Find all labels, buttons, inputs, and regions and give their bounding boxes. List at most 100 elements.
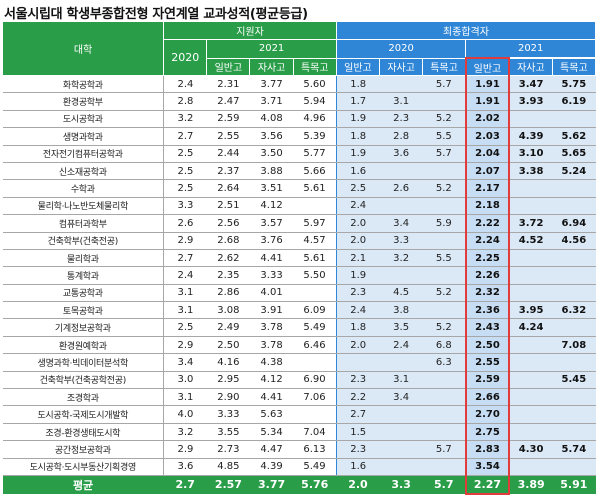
average-label: 평균 bbox=[2, 474, 164, 494]
grade-cell: 6.90 bbox=[293, 371, 337, 390]
grade-cell: 4.12 bbox=[249, 197, 294, 216]
grade-cell: 2.43 bbox=[464, 318, 511, 337]
grade-cell: 2.36 bbox=[464, 301, 511, 320]
grade-cell bbox=[379, 266, 423, 285]
grade-cell: 2.4 bbox=[336, 301, 380, 320]
grade-cell: 4.41 bbox=[249, 249, 294, 268]
grade-cell: 3.4 bbox=[379, 214, 423, 233]
grade-cell: 5.34 bbox=[249, 423, 294, 442]
grade-cell: 1.8 bbox=[336, 75, 380, 94]
department-name: 생명과학과 bbox=[2, 127, 165, 146]
grade-cell: 7.04 bbox=[293, 423, 337, 442]
grade-cell: 1.91 bbox=[464, 92, 511, 111]
grade-cell bbox=[336, 353, 380, 372]
grade-cell: 1.9 bbox=[336, 110, 380, 129]
table-row: 환경공학부 2.8 2.47 3.71 5.94 1.7 3.1 1.91 3.93 6.19 bbox=[2, 92, 596, 111]
grade-cell: 2.7 bbox=[336, 405, 380, 424]
grade-cell bbox=[293, 197, 337, 216]
grade-cell: 5.2 bbox=[422, 110, 466, 129]
department-name: 화학공학과 bbox=[2, 75, 165, 94]
grade-cell: 2.0 bbox=[336, 232, 380, 250]
grade-cell: 4.30 bbox=[509, 440, 553, 459]
grade-cell: 2.4 bbox=[163, 75, 207, 94]
grade-cell: 4.39 bbox=[249, 458, 294, 476]
finalists-2020-autonomous-header: 자사고 bbox=[379, 57, 424, 76]
table-row: 토목공학과 3.1 3.08 3.91 6.09 2.4 3.8 2.36 3.95 6.32 bbox=[2, 301, 596, 320]
table-row: 화학공학과 2.4 2.31 3.77 5.60 1.8 5.7 1.91 3.47 5.75 bbox=[2, 75, 596, 94]
grade-cell: 5.66 bbox=[293, 162, 337, 181]
grade-cell: 2.73 bbox=[206, 440, 250, 459]
table-row: 물리학과 2.7 2.62 4.41 5.61 2.1 3.2 5.5 2.25 bbox=[2, 249, 596, 268]
applicants-2021-special-header: 특목고 bbox=[292, 57, 337, 76]
grade-cell: 4.41 bbox=[249, 388, 294, 407]
grade-cell: 2.59 bbox=[206, 110, 250, 129]
grade-cell bbox=[379, 197, 423, 216]
grade-cell: 2.90 bbox=[206, 388, 250, 407]
grade-cell: 1.91 bbox=[464, 75, 511, 94]
average-cell: 3.89 bbox=[509, 474, 553, 494]
grade-cell bbox=[509, 423, 553, 442]
grade-cell: 5.75 bbox=[552, 75, 596, 94]
grades-table: 대학 지원자 최종합격자 2020 2021 2020 2021 일반고 자사고… bbox=[1, 21, 597, 495]
average-cell: 2.27 bbox=[464, 474, 511, 495]
grade-cell: 5.2 bbox=[422, 179, 466, 198]
grade-cell bbox=[509, 110, 553, 129]
grade-cell: 3.50 bbox=[249, 145, 294, 163]
average-row: 평균 2.7 2.57 3.77 5.76 2.0 3.3 5.7 2.27 3… bbox=[2, 474, 596, 495]
grade-cell: 3.6 bbox=[163, 458, 207, 476]
grade-cell bbox=[509, 388, 553, 407]
grade-cell: 1.6 bbox=[336, 162, 380, 181]
grade-cell bbox=[422, 197, 466, 216]
table-row: 도시공학-국제도시개발학 4.0 3.33 5.63 2.7 2.70 bbox=[2, 405, 596, 424]
grade-cell: 5.61 bbox=[293, 249, 337, 268]
grade-cell: 5.9 bbox=[422, 214, 466, 233]
grade-cell: 2.3 bbox=[336, 284, 380, 303]
table-row: 수학과 2.5 2.64 3.51 5.61 2.5 2.6 5.2 2.17 bbox=[2, 179, 596, 198]
average-cell: 2.57 bbox=[206, 474, 250, 494]
grade-cell: 2.51 bbox=[206, 197, 250, 216]
grade-cell: 5.7 bbox=[422, 75, 466, 94]
grade-cell: 3.51 bbox=[249, 179, 294, 198]
grade-cell bbox=[422, 301, 466, 320]
applicants-2021-header: 2021 bbox=[206, 39, 337, 59]
grade-cell bbox=[552, 458, 596, 476]
grade-cell: 3.1 bbox=[379, 371, 423, 390]
grade-cell: 2.2 bbox=[336, 388, 380, 407]
grade-cell: 2.4 bbox=[336, 197, 380, 216]
grade-cell: 3.1 bbox=[163, 284, 207, 303]
grade-cell: 2.55 bbox=[464, 353, 511, 372]
grade-cell: 4.0 bbox=[163, 405, 207, 424]
grade-cell: 7.06 bbox=[293, 388, 337, 407]
grade-cell: 2.59 bbox=[464, 371, 511, 390]
grade-cell: 2.8 bbox=[379, 127, 423, 146]
grade-cell bbox=[509, 249, 553, 268]
grade-cell: 2.8 bbox=[163, 92, 207, 111]
grade-cell: 5.63 bbox=[249, 405, 294, 424]
grade-cell: 4.57 bbox=[293, 232, 337, 250]
grade-cell: 2.75 bbox=[464, 423, 511, 442]
grade-cell: 2.5 bbox=[163, 145, 207, 163]
grade-cell: 2.0 bbox=[336, 336, 380, 355]
grade-cell: 2.9 bbox=[163, 440, 207, 459]
grade-cell: 2.95 bbox=[206, 371, 250, 390]
grade-cell bbox=[422, 458, 466, 476]
department-name: 도시공학·도시부동산기획경영 bbox=[2, 458, 165, 476]
grade-cell: 3.3 bbox=[379, 232, 423, 250]
grade-cell: 2.26 bbox=[464, 266, 511, 285]
grade-cell: 2.0 bbox=[336, 214, 380, 233]
grade-cell: 6.19 bbox=[552, 92, 596, 111]
average-cell: 3.77 bbox=[249, 474, 294, 494]
grade-cell: 6.3 bbox=[422, 353, 466, 372]
table-footer: 평균 2.7 2.57 3.77 5.76 2.0 3.3 5.7 2.27 3… bbox=[2, 474, 596, 495]
grade-cell: 1.8 bbox=[336, 318, 380, 337]
page-title: 서울시립대 학생부종합전형 자연계열 교과성적(평균등급) bbox=[4, 7, 308, 22]
grade-cell bbox=[509, 266, 553, 285]
grade-cell bbox=[552, 197, 596, 216]
grade-cell: 5.77 bbox=[293, 145, 337, 163]
grade-cell: 5.7 bbox=[422, 440, 466, 459]
grade-cell bbox=[509, 458, 553, 476]
grade-cell: 2.50 bbox=[464, 336, 511, 355]
department-name: 환경원예학과 bbox=[2, 336, 165, 355]
grade-cell: 5.49 bbox=[293, 318, 337, 337]
grade-cell: 2.6 bbox=[379, 179, 423, 198]
